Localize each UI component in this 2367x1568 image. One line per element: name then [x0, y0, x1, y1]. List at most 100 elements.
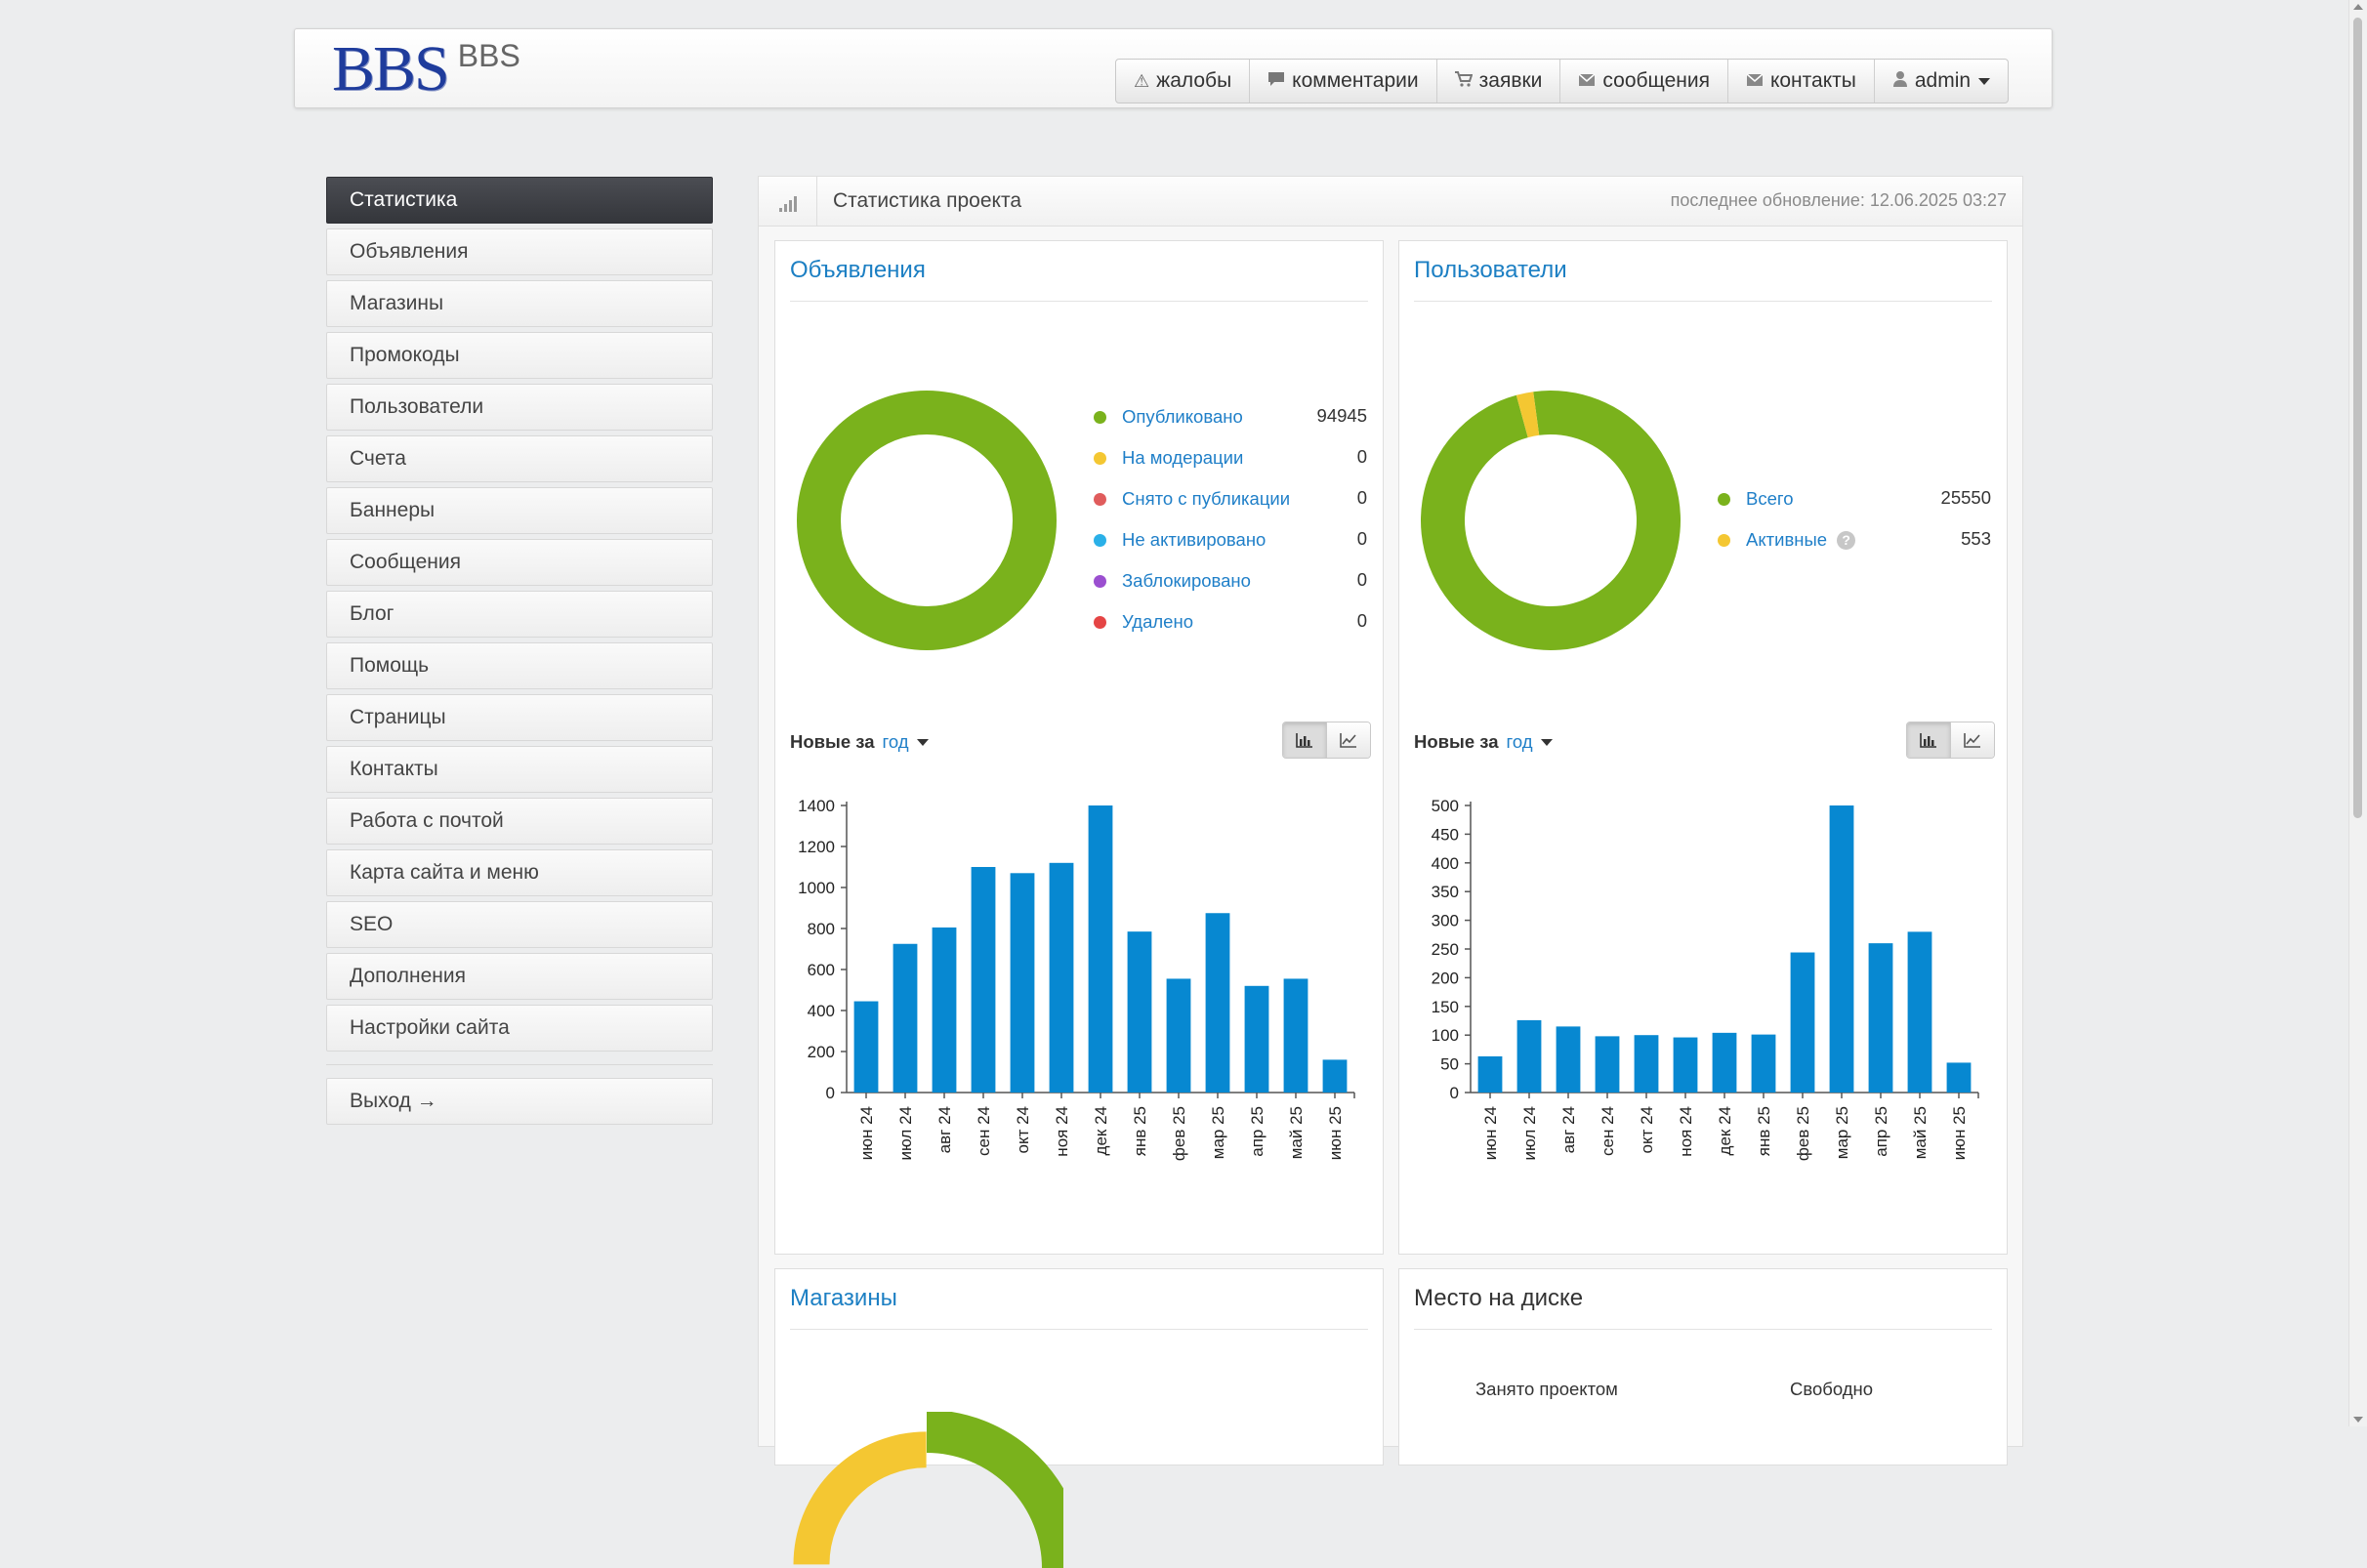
scrollbar-thumb[interactable] — [2353, 18, 2362, 818]
donut-slice — [1421, 391, 1681, 650]
nav-requests-label: заявки — [1478, 69, 1543, 92]
nav-messages[interactable]: сообщения — [1560, 60, 1728, 103]
sidebar-item-users[interactable]: Пользователи — [326, 384, 713, 431]
y-tick-label: 600 — [808, 961, 835, 979]
shops-title[interactable]: Магазины — [790, 1285, 897, 1311]
sidebar-item-extensions[interactable]: Дополнения — [326, 953, 713, 1000]
x-tick-label: ноя 24 — [1677, 1106, 1695, 1157]
envelope-icon — [1746, 71, 1764, 92]
envelope-icon — [1578, 71, 1596, 92]
top-nav: ⚠ жалобы комментарии заявки сообщения — [1115, 59, 2010, 103]
x-tick-label: июн 24 — [857, 1106, 876, 1160]
sidebar-item-listings[interactable]: Объявления — [326, 228, 713, 275]
legend-item-active[interactable]: Активные? — [1718, 528, 1856, 552]
chevron-down-icon[interactable] — [1540, 738, 1553, 746]
bar — [1049, 862, 1074, 1093]
sidebar-item-seo[interactable]: SEO — [326, 901, 713, 948]
donut-slice — [1516, 392, 1540, 438]
bar — [1127, 931, 1152, 1093]
logout-button[interactable]: Выход → — [326, 1078, 713, 1125]
legend-item-moderation[interactable]: На модерации — [1094, 446, 1243, 470]
sidebar-item-statistics[interactable]: Статистика — [326, 177, 713, 224]
bar-chart-icon — [1920, 733, 1936, 748]
x-tick-label: мар 25 — [1833, 1106, 1851, 1159]
shops-donut-chart — [793, 1412, 1063, 1568]
x-tick-label: июл 24 — [896, 1106, 915, 1160]
sidebar-item-bills[interactable]: Счета — [326, 435, 713, 482]
sidebar-item-shops[interactable]: Магазины — [326, 280, 713, 327]
cart-icon — [1454, 70, 1474, 92]
y-tick-label: 100 — [1432, 1026, 1459, 1045]
sidebar-item-blog[interactable]: Блог — [326, 591, 713, 638]
x-tick-label: июн 24 — [1481, 1106, 1500, 1160]
bar — [1556, 1026, 1581, 1093]
legend-item-published[interactable]: Опубликовано — [1094, 405, 1243, 429]
chevron-down-icon[interactable] — [916, 738, 929, 746]
bar-chart-button[interactable] — [1283, 722, 1326, 758]
legend-item-not-activated[interactable]: Не активировано — [1094, 528, 1266, 552]
nav-complaints[interactable]: ⚠ жалобы — [1116, 60, 1251, 103]
scroll-up-icon[interactable] — [2353, 4, 2363, 10]
nav-requests[interactable]: заявки — [1437, 60, 1561, 103]
legend-item-blocked[interactable]: Заблокировано — [1094, 569, 1251, 593]
scroll-down-icon[interactable] — [2353, 1417, 2363, 1423]
users-legend: Всего 25550 Активные? 553 — [1718, 487, 1991, 556]
users-title[interactable]: Пользователи — [1414, 257, 1567, 283]
nav-comments[interactable]: комментарии — [1250, 60, 1437, 103]
nav-contacts[interactable]: контакты — [1728, 60, 1875, 103]
legend-item-unpublished[interactable]: Снято с публикации — [1094, 487, 1290, 511]
divider — [790, 301, 1368, 302]
legend-value: 0 — [1356, 569, 1367, 590]
x-tick-label: ноя 24 — [1053, 1106, 1071, 1157]
chevron-down-icon — [1978, 77, 1991, 85]
y-tick-label: 300 — [1432, 912, 1459, 930]
page-scrollbar[interactable] — [2348, 0, 2367, 1426]
legend-item-deleted[interactable]: Удалено — [1094, 610, 1193, 634]
bar — [1516, 1019, 1542, 1093]
line-chart-icon — [1964, 733, 1980, 748]
y-tick-label: 200 — [808, 1043, 835, 1061]
bar-chart-button[interactable] — [1907, 722, 1950, 758]
warning-icon: ⚠ — [1134, 70, 1150, 91]
disk-free-label: Свободно — [1790, 1379, 1874, 1399]
line-chart-button[interactable] — [1950, 722, 1994, 758]
line-chart-button[interactable] — [1326, 722, 1370, 758]
x-tick-label: июн 25 — [1326, 1106, 1345, 1160]
period-dropdown[interactable]: год — [1506, 731, 1533, 752]
x-tick-label: янв 25 — [1755, 1106, 1773, 1156]
users-bar-chart: 0 50 100 150 200 250 300 350 400 450 500 июн 24 июл … — [1432, 797, 1979, 1161]
y-tick-label: 1000 — [798, 879, 835, 897]
period-dropdown[interactable]: год — [882, 731, 909, 752]
divider — [1414, 1329, 1992, 1330]
bar — [1829, 805, 1854, 1093]
sidebar-item-messages[interactable]: Сообщения — [326, 539, 713, 586]
sidebar-item-pages[interactable]: Страницы — [326, 694, 713, 741]
sidebar-item-contacts[interactable]: Контакты — [326, 746, 713, 793]
help-icon[interactable]: ? — [1837, 530, 1856, 550]
legend-dot — [1094, 492, 1106, 506]
sidebar-item-mail[interactable]: Работа с почтой — [326, 798, 713, 845]
sidebar-item-settings[interactable]: Настройки сайта — [326, 1005, 713, 1052]
listings-period-selector: Новые за год — [790, 731, 929, 753]
bar — [1205, 913, 1230, 1093]
x-tick-label: май 25 — [1287, 1106, 1306, 1159]
bar — [1946, 1062, 1972, 1093]
chart-type-toggle — [1906, 722, 1995, 759]
sidebar-item-help[interactable]: Помощь — [326, 642, 713, 689]
legend-item-total[interactable]: Всего — [1718, 487, 1794, 511]
x-tick-label: янв 25 — [1131, 1106, 1149, 1156]
logo[interactable]: BBS BBS — [332, 37, 520, 102]
y-tick-label: 450 — [1432, 825, 1459, 844]
listings-title[interactable]: Объявления — [790, 257, 926, 283]
bar — [1595, 1036, 1620, 1093]
sidebar-item-banners[interactable]: Баннеры — [326, 487, 713, 534]
sidebar-item-sitemap[interactable]: Карта сайта и меню — [326, 849, 713, 896]
legend-value: 0 — [1356, 446, 1367, 467]
bar — [1166, 978, 1191, 1093]
logo-text: BBS — [457, 38, 520, 73]
nav-comments-label: комментарии — [1292, 69, 1419, 92]
bar — [1907, 931, 1932, 1093]
sidebar-item-promocodes[interactable]: Промокоды — [326, 332, 713, 379]
nav-admin-menu[interactable]: admin — [1875, 60, 2008, 103]
bar — [1868, 943, 1893, 1093]
